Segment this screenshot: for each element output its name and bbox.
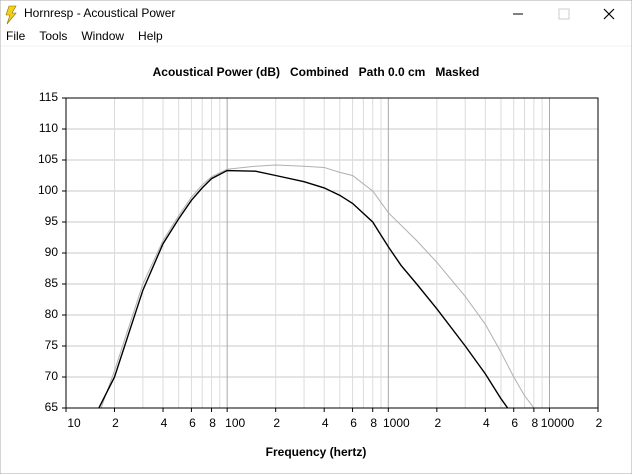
x-tick-label: 2 (596, 416, 603, 430)
x-tick-label: 4 (322, 416, 329, 430)
x-tick-label: 4 (483, 416, 490, 430)
x-tick-label: 8 (209, 416, 216, 430)
y-tick-label: 115 (39, 90, 58, 104)
x-tick-label: 10000 (541, 416, 575, 430)
x-tick-label: 2 (273, 416, 280, 430)
x-tick-label: 8 (370, 416, 377, 430)
x-tick-label: 10 (67, 416, 81, 430)
y-tick-label: 65 (45, 400, 59, 414)
y-tick-label: 105 (38, 152, 58, 166)
menu-item[interactable]: File (6, 29, 26, 43)
y-tick-label: 90 (45, 245, 59, 259)
y-tick-label: 110 (39, 121, 58, 135)
window-title: Hornresp - Acoustical Power (24, 6, 175, 20)
x-tick-label: 2 (112, 416, 119, 430)
y-tick-label: 70 (45, 369, 59, 383)
x-tick-label: 100 (225, 416, 245, 430)
y-tick-label: 95 (45, 214, 59, 228)
y-tick-label: 85 (45, 276, 59, 290)
maximize-button[interactable] (558, 8, 570, 20)
app-icon (5, 5, 17, 25)
y-tick-label: 80 (45, 307, 59, 321)
y-tick-label: 75 (45, 338, 59, 352)
y-tick-label: 100 (38, 183, 58, 197)
x-tick-label: 6 (189, 416, 196, 430)
series-line (100, 164, 535, 408)
menu-bar: File Tools Window Help (6, 29, 163, 43)
x-tick-label: 6 (350, 416, 357, 430)
plot-lines (98, 164, 535, 408)
x-axis-label: Frequency (hertz) (266, 445, 367, 459)
chart-title: Acoustical Power (dB) Combined Path 0.0 … (153, 65, 480, 79)
x-tick-label: 6 (511, 416, 518, 430)
x-tick-label: 4 (161, 416, 168, 430)
close-button[interactable] (603, 8, 615, 20)
x-tick-label: 2 (434, 416, 441, 430)
menu-item[interactable]: Tools (39, 29, 67, 43)
x-tick-label: 1000 (383, 416, 410, 430)
series-line (98, 169, 509, 408)
menu-item[interactable]: Help (138, 29, 163, 43)
x-tick-label: 8 (532, 416, 539, 430)
menu-item[interactable]: Window (81, 29, 124, 43)
